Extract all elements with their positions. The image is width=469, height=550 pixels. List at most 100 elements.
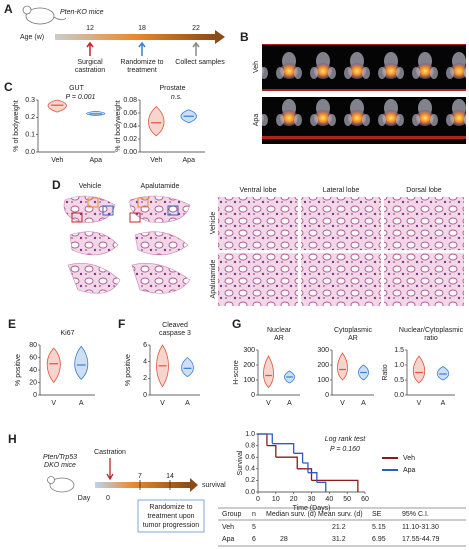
table-header: Mean surv. (d) — [318, 511, 363, 518]
panel-label: H — [8, 432, 17, 446]
imaging-apa — [262, 97, 466, 144]
whole-mount-sections — [63, 195, 191, 294]
y-tick-label: 0.0 — [245, 489, 255, 496]
timeline-bar-h — [95, 482, 190, 488]
note-line: treatment upon — [147, 513, 194, 520]
chart-title: Cleaved — [162, 322, 188, 329]
chart-title: Nuclear/Cytoplasmic — [399, 327, 464, 334]
timeline-arrow-h — [190, 478, 198, 492]
violin — [436, 366, 450, 381]
x-tick-label: Apa — [90, 157, 103, 164]
panel-label: G — [232, 317, 241, 331]
table-cell: 6.95 — [372, 536, 386, 543]
chart-title: Cytoplasmic — [334, 327, 373, 334]
panel-label: E — [8, 317, 16, 331]
x-tick-label: V — [160, 400, 165, 407]
x-tick-label: A — [361, 400, 366, 407]
x-tick-label: V — [340, 400, 345, 407]
chart-title: ratio — [424, 335, 438, 342]
annotation: P = 0.001 — [66, 94, 96, 101]
x-tick-label: 50 — [343, 496, 351, 503]
y-tick-label: 20 — [29, 379, 37, 386]
x-tick-label: 20 — [290, 496, 298, 503]
y-tick-label: 0 — [33, 392, 37, 399]
panel-label: B — [240, 30, 249, 44]
row-label: Apalutamide — [210, 259, 217, 298]
y-tick-label: 0.4 — [245, 466, 255, 473]
note-line: tumor progression — [143, 522, 200, 529]
chart-title: Prostate — [159, 85, 185, 92]
age-tick: 18 — [138, 25, 146, 32]
y-tick-label: 2 — [143, 375, 147, 382]
x-tick-label: A — [79, 400, 84, 407]
x-tick-label: 40 — [325, 496, 333, 503]
y-tick-label: 0.04 — [123, 123, 137, 130]
table-header: 95% C.I. — [402, 511, 429, 518]
event-arrow — [106, 458, 114, 481]
legend-label: Apa — [403, 467, 416, 474]
y-tick-label: 300 — [317, 347, 329, 354]
y-tick-label: 200 — [317, 362, 329, 369]
y-tick-label: 0.6 — [245, 454, 255, 461]
annotation: Log rank test — [325, 436, 367, 443]
y-tick-label: 60 — [29, 354, 37, 361]
lobe-header: Lateral lobe — [323, 187, 360, 194]
y-tick-label: 80 — [29, 342, 37, 349]
x-tick-label: 60 — [361, 496, 369, 503]
step-segment — [311, 479, 359, 492]
y-tick-label: 100 — [317, 377, 329, 384]
y-tick-label: 0.8 — [245, 442, 255, 449]
y-axis-label: % of bodyweight — [115, 100, 122, 151]
chart-title: GUT — [69, 85, 85, 92]
step-segment — [316, 481, 327, 492]
age-tick: 22 — [192, 25, 200, 32]
cohort-title: DKO mice — [44, 462, 76, 469]
y-axis-label: Ratio — [382, 364, 389, 380]
x-tick-label: Apa — [183, 157, 196, 164]
table-cell: 31.2 — [332, 536, 346, 543]
violin — [47, 99, 67, 113]
x-tick-label: V — [51, 400, 56, 407]
step-segment — [272, 443, 295, 454]
event-label: Surgical — [77, 59, 103, 66]
y-axis-label: % of bodyweight — [13, 100, 20, 151]
row-label: Vehicle — [210, 212, 217, 235]
row-label: Apa — [253, 114, 260, 127]
step-segment — [307, 472, 318, 483]
y-tick-label: 0 — [251, 392, 255, 399]
step-segment — [293, 452, 304, 463]
y-tick-label: 0.5 — [394, 377, 404, 384]
table-header: Median surv. (d) — [266, 511, 316, 518]
histology-grid — [218, 197, 464, 306]
annotation: n.s. — [171, 94, 182, 101]
violin — [74, 345, 89, 380]
legend-label: Veh — [403, 455, 415, 462]
violin — [181, 356, 194, 378]
chart-title: AR — [348, 335, 358, 342]
lobe-header: Ventral lobe — [240, 187, 277, 194]
y-tick-label: 0.2 — [245, 477, 255, 484]
panel-label: F — [118, 317, 125, 331]
timeline-arrow — [215, 30, 225, 44]
day-tick: 14 — [166, 473, 174, 480]
mouse-icon-h — [47, 476, 75, 493]
y-axis-label: % positive — [125, 354, 132, 386]
violin — [263, 355, 274, 389]
panel-label: C — [4, 80, 13, 94]
y-tick-label: 0.0 — [25, 149, 35, 156]
table-cell: 28 — [280, 536, 288, 543]
step-segment — [258, 433, 268, 446]
timeline-bar — [55, 34, 215, 40]
table-cell: 11.10-31.30 — [402, 524, 439, 531]
step-segment — [297, 468, 313, 481]
y-tick-label: 0.08 — [123, 97, 137, 104]
event-label: Randomize to — [120, 59, 163, 66]
y-tick-label: 0.00 — [123, 149, 137, 156]
table-cell: 5.15 — [372, 524, 386, 531]
step-segment — [275, 456, 298, 469]
y-tick-label: 0 — [325, 392, 329, 399]
event-arrow — [138, 41, 146, 56]
table-header: SE — [372, 511, 382, 518]
note-line: Randomize to — [149, 504, 192, 511]
